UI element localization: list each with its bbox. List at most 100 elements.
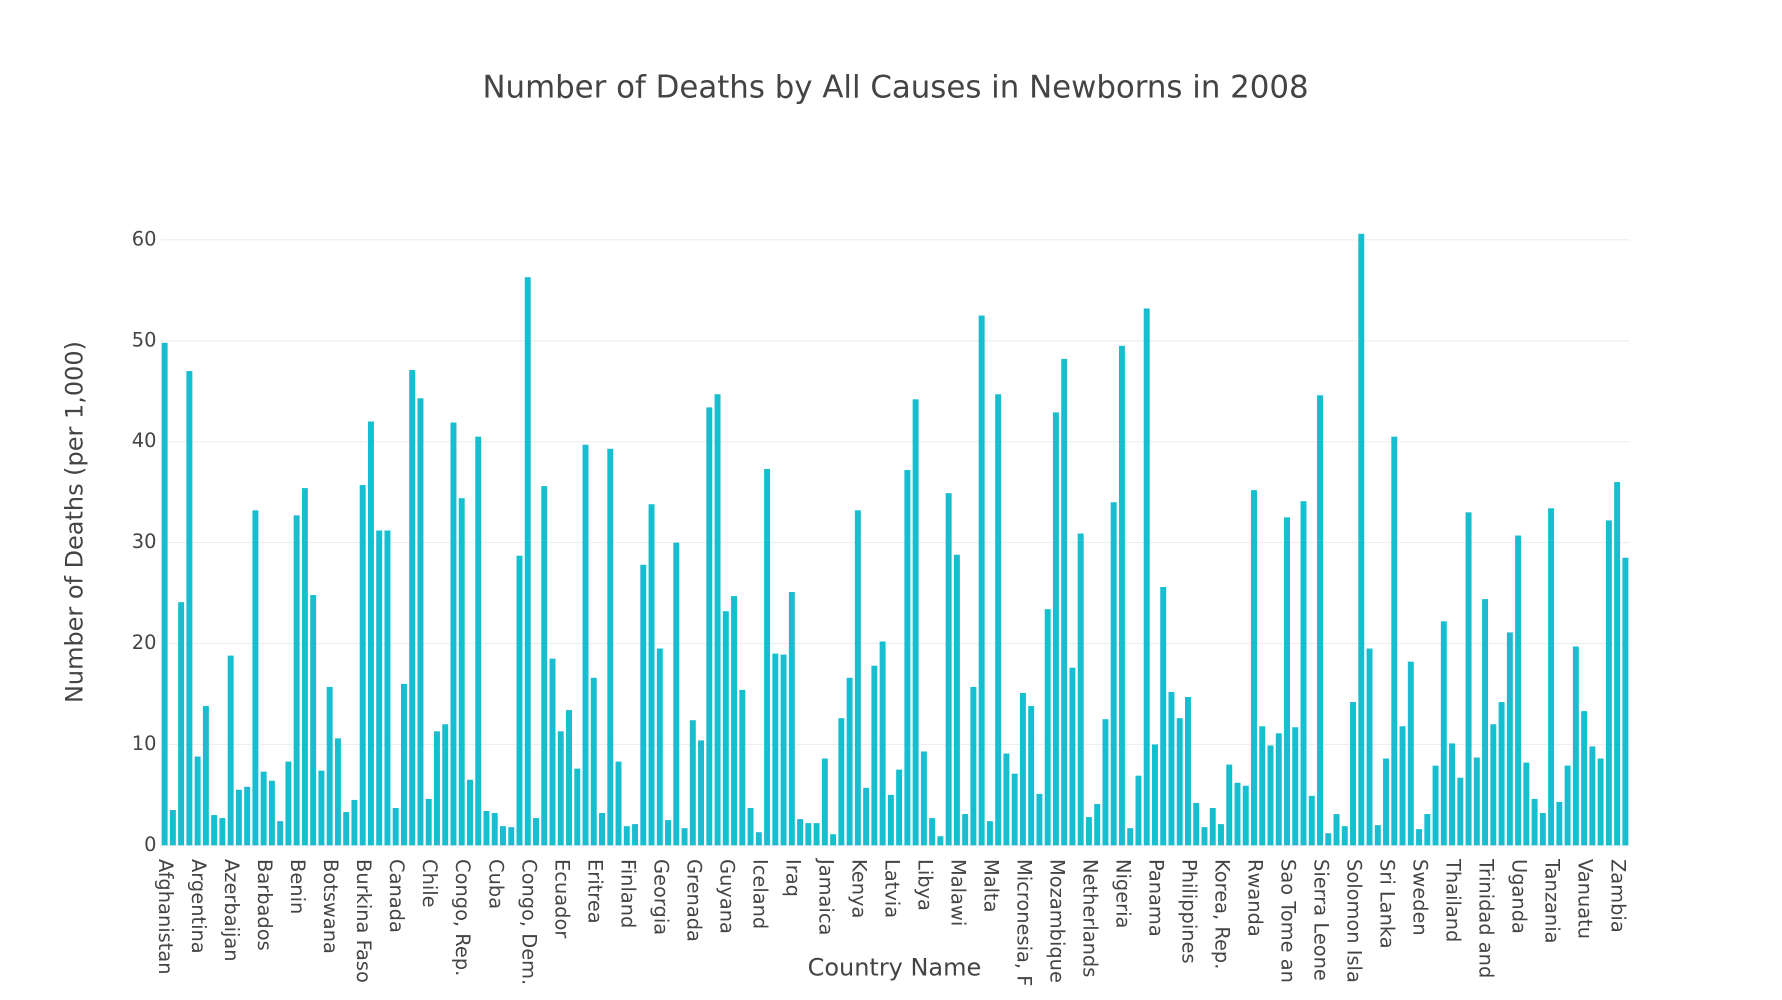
bar xyxy=(1333,814,1340,846)
bar xyxy=(623,826,630,846)
bar xyxy=(731,596,738,846)
x-tick-label: Solomon Isla xyxy=(1343,859,1366,983)
bar xyxy=(698,740,705,846)
bar xyxy=(433,731,440,846)
bar xyxy=(219,818,226,846)
bar xyxy=(277,821,284,846)
bar xyxy=(425,798,432,846)
bar xyxy=(285,761,292,846)
x-tick-label: Iraq xyxy=(781,859,804,897)
bar xyxy=(1473,757,1480,846)
bar xyxy=(351,799,358,846)
bar xyxy=(1366,648,1373,846)
bar xyxy=(879,641,886,846)
bar xyxy=(722,611,729,846)
x-axis-title: Country Name xyxy=(808,954,982,982)
bar xyxy=(450,422,457,846)
bar xyxy=(673,542,680,846)
bar xyxy=(376,530,383,846)
x-tick-label: Benin xyxy=(286,859,309,914)
bar xyxy=(1102,719,1109,846)
bar xyxy=(1044,609,1051,846)
y-tick-label: 20 xyxy=(132,631,157,654)
bar xyxy=(310,595,317,846)
bar xyxy=(1539,813,1546,846)
bar xyxy=(1482,599,1489,846)
bar xyxy=(607,448,614,846)
bar xyxy=(326,686,333,846)
x-tick-label: Libya xyxy=(913,859,936,911)
bar xyxy=(367,421,374,846)
bar xyxy=(260,771,267,846)
bar xyxy=(1052,412,1059,846)
y-tick-label: 50 xyxy=(132,328,157,351)
bar xyxy=(202,706,209,846)
bar xyxy=(1548,508,1555,846)
x-tick-label: Chile xyxy=(418,859,441,908)
bar xyxy=(1061,358,1068,846)
bar xyxy=(656,648,663,846)
bar xyxy=(854,510,861,846)
x-tick-label: Panama xyxy=(1144,859,1167,937)
bar xyxy=(689,720,696,846)
bar xyxy=(846,677,853,846)
y-axis-title: Number of Deaths (per 1,000) xyxy=(60,341,88,703)
x-tick-label: Sri Lanka xyxy=(1376,859,1399,949)
bar xyxy=(1424,814,1431,846)
bar xyxy=(1069,667,1076,846)
bar xyxy=(838,718,845,846)
bar xyxy=(747,807,754,846)
x-tick-label: Kenya xyxy=(847,859,870,918)
x-tick-label: Barbados xyxy=(253,859,276,951)
bar xyxy=(541,486,548,846)
bar xyxy=(384,530,391,846)
bar xyxy=(1523,762,1530,846)
x-tick-label: Eritrea xyxy=(583,859,606,924)
bar xyxy=(929,818,936,846)
bar xyxy=(1036,793,1043,846)
bar xyxy=(896,769,903,846)
x-tick-label: Malta xyxy=(979,859,1002,913)
bar xyxy=(442,724,449,846)
bar xyxy=(417,398,424,846)
bar xyxy=(1003,753,1010,846)
bar xyxy=(1498,702,1505,846)
bar xyxy=(1515,535,1522,846)
bar xyxy=(524,277,531,846)
bar xyxy=(1300,501,1307,846)
bar xyxy=(1383,758,1390,846)
bar xyxy=(739,689,746,846)
bar xyxy=(1341,826,1348,846)
bar xyxy=(1193,802,1200,846)
bar xyxy=(557,731,564,846)
bar xyxy=(533,818,539,846)
x-tick-label: Azerbaijan xyxy=(220,859,243,962)
bar xyxy=(1127,828,1134,846)
bar xyxy=(681,828,688,846)
bar xyxy=(962,814,969,846)
bar xyxy=(392,807,399,846)
bar xyxy=(1201,827,1208,846)
x-tick-label: Guyana xyxy=(715,859,738,934)
bar xyxy=(1589,746,1596,846)
bar xyxy=(1432,765,1439,846)
y-tick-label: 60 xyxy=(132,227,157,250)
bar xyxy=(334,738,341,846)
bar xyxy=(508,827,515,846)
bar xyxy=(887,794,894,846)
bar xyxy=(1605,520,1612,846)
y-tick-label: 10 xyxy=(132,732,157,755)
bar xyxy=(1234,782,1241,846)
bar xyxy=(1185,696,1191,846)
x-tick-label: Latvia xyxy=(880,859,903,918)
x-tick-label: Sao Tome an xyxy=(1277,859,1300,983)
x-tick-label: Grenada xyxy=(682,859,705,942)
bar xyxy=(483,811,490,846)
bar xyxy=(169,810,176,846)
bar xyxy=(986,821,993,846)
bar xyxy=(632,824,639,846)
bar xyxy=(178,602,185,846)
bar xyxy=(912,399,919,846)
